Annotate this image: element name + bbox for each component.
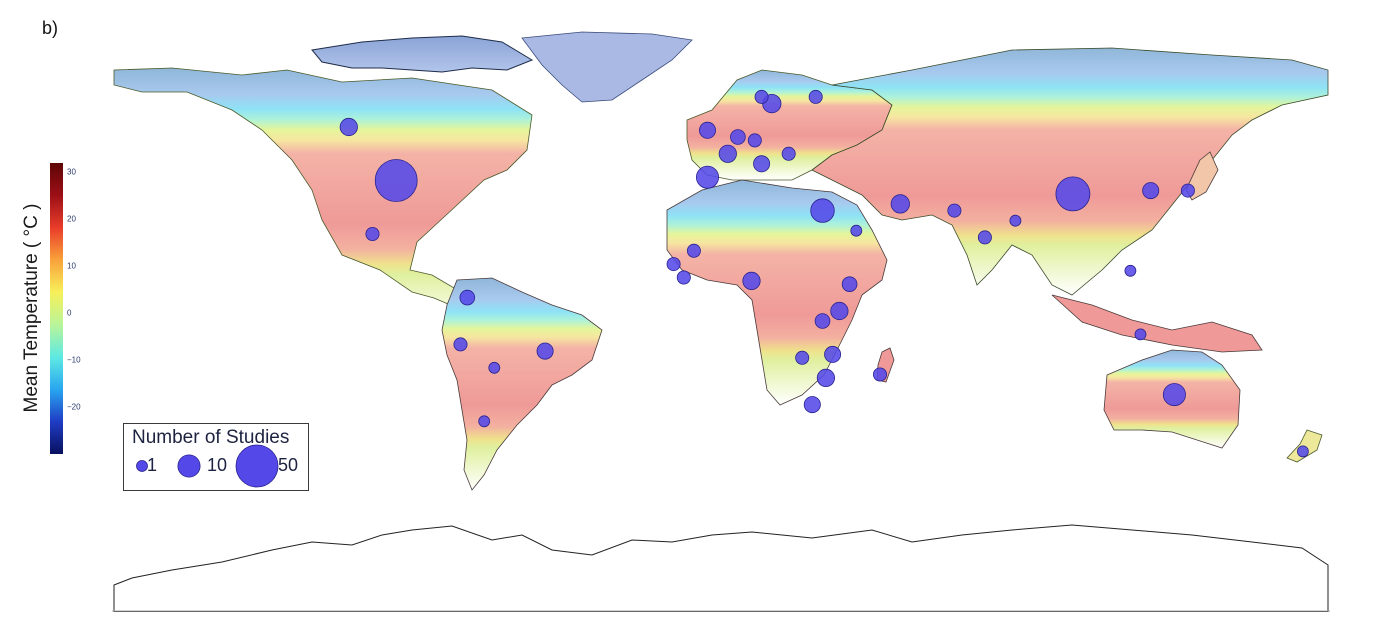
study-marker xyxy=(781,146,796,161)
study-marker xyxy=(808,89,823,104)
study-marker xyxy=(850,224,863,237)
study-marker xyxy=(1162,383,1186,407)
legend-marker xyxy=(136,460,148,472)
study-marker xyxy=(810,198,835,223)
study-marker xyxy=(459,289,476,306)
legend-item-label: 1 xyxy=(147,455,158,475)
study-marker xyxy=(1142,182,1160,200)
arctic-islands xyxy=(311,35,534,73)
study-marker xyxy=(1055,176,1091,212)
study-marker xyxy=(536,342,554,360)
legend-markers xyxy=(136,444,279,488)
study-marker xyxy=(742,271,761,290)
asia-landmass xyxy=(811,47,1329,296)
greenland xyxy=(521,31,693,103)
study-marker xyxy=(339,117,358,137)
study-marker xyxy=(795,350,810,365)
south-america-landmass xyxy=(441,277,603,491)
study-marker xyxy=(816,368,836,387)
colorbar-tick-label: 10 xyxy=(67,261,76,271)
study-marker xyxy=(686,243,701,258)
study-marker xyxy=(803,396,821,414)
study-marker xyxy=(453,337,468,352)
antarctica-outline xyxy=(113,524,1329,612)
study-marker xyxy=(1009,214,1022,227)
study-marker xyxy=(718,144,737,163)
legend-title: Number of Studies xyxy=(132,427,290,448)
study-marker xyxy=(696,165,720,189)
colorbar-tick-label: 30 xyxy=(67,167,76,177)
study-marker xyxy=(890,194,910,214)
colorbar-title: Mean Temperature ( °C ) xyxy=(21,203,42,413)
study-marker xyxy=(730,129,746,145)
africa-landmass xyxy=(666,179,888,406)
panel-label: b) xyxy=(42,18,59,38)
study-marker xyxy=(824,345,842,363)
legend-marker xyxy=(235,444,279,488)
study-marker xyxy=(1180,183,1195,198)
study-marker xyxy=(699,121,717,139)
study-marker xyxy=(841,276,858,293)
study-marker xyxy=(977,230,992,245)
legend-item-label: 10 xyxy=(207,455,228,475)
study-markers xyxy=(339,89,1309,458)
study-marker xyxy=(747,133,762,148)
legend-item-label: 50 xyxy=(278,455,299,475)
study-marker xyxy=(814,313,831,329)
study-marker xyxy=(374,159,418,202)
study-marker xyxy=(753,155,771,173)
study-marker xyxy=(365,226,380,241)
study-marker xyxy=(676,270,691,285)
indonesia xyxy=(1051,294,1263,353)
study-marker xyxy=(754,89,769,104)
study-marker xyxy=(830,301,849,321)
study-marker xyxy=(1124,264,1137,277)
temperature-colorbar xyxy=(50,163,63,454)
colorbar-tick-label: 20 xyxy=(67,214,76,224)
colorbar-tick-label: −20 xyxy=(67,402,81,412)
colorbar-tick-label: 0 xyxy=(67,308,72,318)
world-map xyxy=(112,31,1330,612)
legend: Number of Studies 1 10 50 xyxy=(123,423,309,491)
study-marker xyxy=(488,361,501,374)
study-marker xyxy=(947,203,962,218)
study-marker xyxy=(873,367,888,382)
colorbar-tick-label: −10 xyxy=(67,355,81,365)
study-marker xyxy=(666,257,681,272)
legend-marker xyxy=(177,454,201,478)
study-marker xyxy=(478,415,491,428)
study-marker xyxy=(1297,445,1309,458)
study-marker xyxy=(1134,328,1147,341)
